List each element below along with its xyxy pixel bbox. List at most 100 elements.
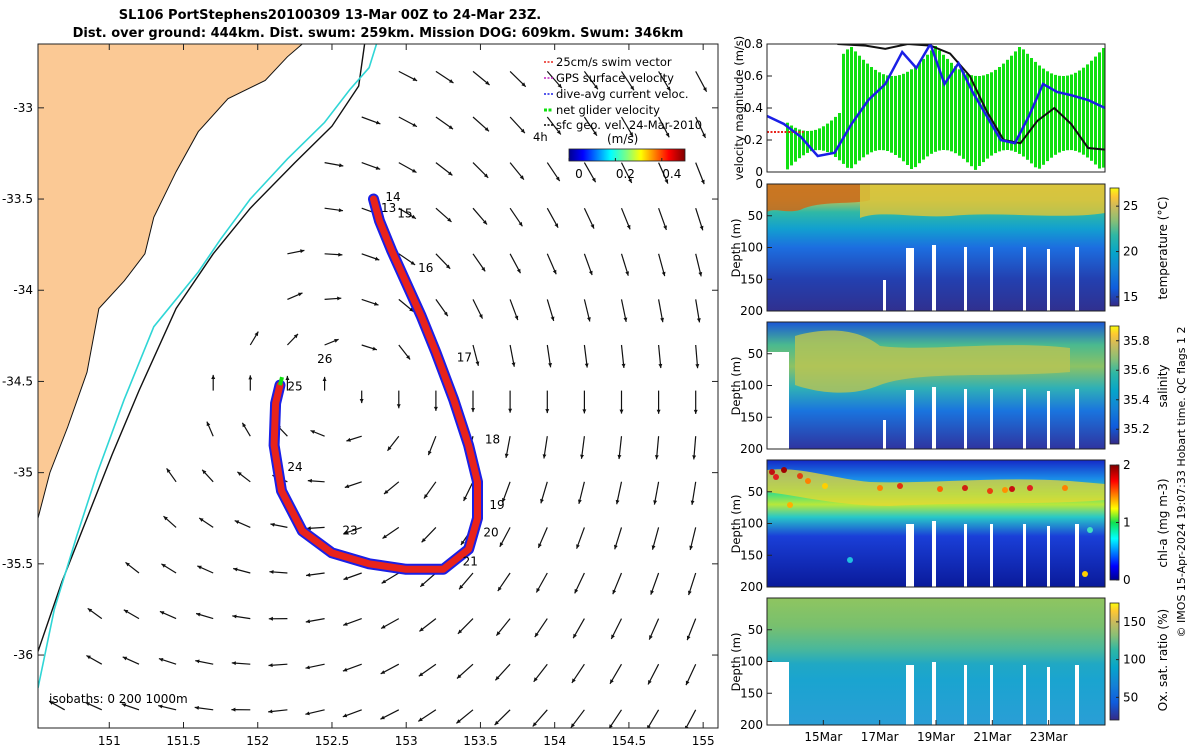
velocity-arrowhead — [656, 409, 661, 414]
velocity-arrowhead — [502, 498, 506, 503]
day-label: 25 — [287, 380, 302, 394]
velocity-arrowhead — [387, 446, 392, 451]
day-label: 26 — [317, 352, 332, 366]
velocity-arrowhead — [617, 454, 622, 460]
velocity-arrowhead — [381, 579, 387, 584]
velocity-arrowhead — [693, 409, 698, 414]
salinity-colorbar — [1109, 325, 1120, 445]
velocity-arrowhead — [495, 676, 500, 681]
net-glider-velocity-bar — [870, 67, 873, 153]
day-label: 24 — [287, 460, 302, 474]
depth-tick-label: 50 — [748, 347, 763, 361]
net-glider-velocity-bar — [1006, 59, 1009, 150]
depth-tick-label: 100 — [740, 517, 763, 531]
velocity-arrowhead — [550, 316, 555, 321]
chla-dot — [877, 485, 883, 491]
figure-title-line1: SL106 PortStephens20100309 13-Mar 00Z to… — [119, 8, 541, 23]
velocity-arrowhead — [343, 622, 348, 626]
depth-tick-label: 200 — [740, 442, 763, 456]
svg-text:GPS surface velocity: GPS surface velocity — [556, 71, 674, 85]
swim-vector-track — [270, 195, 481, 573]
velocity-arrowhead — [626, 224, 631, 230]
day-label: 23 — [342, 524, 357, 538]
velocity-arrowhead — [459, 584, 464, 590]
net-glider-velocity-bar — [958, 69, 961, 156]
net-glider-velocity-bar — [838, 113, 841, 161]
net-glider-velocity-bar — [1018, 47, 1021, 154]
velocity-arrowhead — [688, 590, 692, 596]
net-glider-velocity-bar — [854, 51, 857, 165]
chla-dot — [1087, 527, 1093, 533]
velocity-arrowhead — [460, 540, 465, 545]
velocity-arrowhead — [344, 530, 349, 535]
net-glider-velocity-bar — [990, 72, 993, 156]
net-glider-velocity-bar — [902, 73, 905, 162]
velocity-arrowhead — [382, 534, 387, 539]
oxygen-y-label: Depth (m) — [729, 633, 743, 692]
velocity-arrowhead — [410, 261, 416, 265]
velocity-y-tick-label: 0.6 — [744, 69, 763, 83]
velocity-arrowhead — [449, 79, 454, 83]
net-glider-velocity-bar — [950, 62, 953, 152]
velocity-y-tick-label: 0 — [755, 165, 763, 179]
map-frame — [37, 43, 719, 729]
chla-dot — [822, 483, 828, 489]
velocity-arrowhead — [533, 677, 538, 682]
temperature-warm-surface — [767, 184, 870, 212]
velocity-arrowhead — [654, 455, 659, 460]
legend-gps-surface: GPS surface velocity — [544, 71, 674, 85]
velocity-arrowhead — [630, 85, 634, 91]
net-glider-velocity-bar — [1074, 72, 1077, 151]
velocity-arrowhead — [614, 544, 618, 550]
isobath-label: isobaths: 0 200 1000m — [49, 692, 188, 706]
net-glider-velocity-bar — [1050, 73, 1053, 158]
chla-dot — [1002, 487, 1008, 493]
velocity-arrowhead — [285, 375, 290, 380]
chla-data-gaps — [906, 521, 1079, 587]
velocity-arrowhead — [433, 406, 438, 411]
net-glider-velocity-bar — [934, 46, 937, 152]
velocity-arrowhead — [306, 526, 311, 531]
velocity-arrowhead — [122, 656, 128, 661]
velocity-arrowhead — [237, 471, 242, 476]
temperature-data-gaps — [883, 245, 1079, 311]
velocity-arrowhead — [375, 120, 381, 125]
colorbar-tick-label: 20 — [1123, 245, 1138, 259]
velocity-y-ticks: 0 0.2 0.4 0.6 0.8 — [744, 37, 772, 179]
map-x-tick-label: 154.5 — [612, 734, 646, 748]
colorbar-tick-label: 35.4 — [1123, 393, 1150, 407]
colorbar-tick-label: 35.2 — [1123, 422, 1150, 436]
map-y-tick-label: -34.5 — [2, 374, 33, 388]
net-glider-velocity-bar — [938, 50, 941, 151]
day-label: 16 — [418, 261, 433, 275]
velocity-arrowhead — [424, 494, 428, 499]
net-glider-velocity-bar — [970, 75, 973, 167]
map-x-tick-label: 154 — [543, 734, 566, 748]
velocity-arrowhead — [85, 702, 90, 706]
velocity-arrowhead — [206, 421, 211, 427]
net-glider-velocity-bar — [1014, 51, 1017, 152]
temperature-y-label: Depth (m) — [729, 219, 743, 278]
net-glider-velocity-bar — [818, 128, 821, 151]
net-glider-velocity-bar — [1094, 56, 1097, 165]
velocity-arrowhead — [234, 520, 240, 524]
net-glider-velocity-bar — [998, 67, 1001, 152]
velocity-arrowhead — [593, 131, 597, 136]
net-glider-velocity-bar — [1034, 61, 1037, 168]
velocity-arrowhead — [233, 567, 238, 572]
legend-net-glider: net glider velocity — [544, 103, 660, 117]
temperature-panel: Depth (m) temperature (°C) — [729, 183, 1170, 312]
velocity-arrowhead — [396, 404, 401, 409]
chla-dot — [787, 502, 793, 508]
velocity-arrowhead — [534, 632, 539, 638]
map-colorbar — [568, 148, 686, 162]
depth-tick-label: 150 — [740, 686, 763, 700]
net-glider-velocity-bar — [806, 131, 809, 153]
velocity-arrowhead — [685, 680, 690, 686]
map-x-tick-label: 153.5 — [463, 734, 497, 748]
net-glider-velocity-bar — [850, 47, 853, 169]
velocity-arrowhead — [496, 631, 501, 636]
net-glider-velocity-bar — [974, 75, 977, 170]
